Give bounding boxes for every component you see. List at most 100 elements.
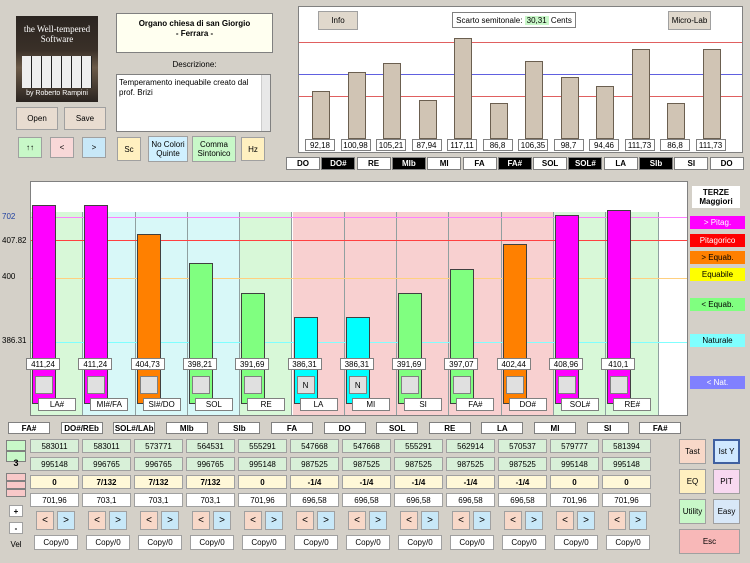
table-cell-row3[interactable]: -1/4: [290, 475, 339, 489]
increment-button[interactable]: >: [317, 511, 335, 530]
scrollbar[interactable]: [261, 75, 270, 131]
table-cell-row3[interactable]: -1/4: [342, 475, 391, 489]
increment-button[interactable]: >: [525, 511, 543, 530]
minus-button[interactable]: -: [9, 522, 23, 534]
note-7[interactable]: SOL: [533, 157, 568, 170]
micro-lab-button[interactable]: Micro-Lab: [668, 11, 711, 30]
table-cell-row3[interactable]: 0: [550, 475, 599, 489]
thirds-check[interactable]: [35, 376, 53, 394]
eq-button[interactable]: EQ: [679, 469, 706, 494]
decrement-button[interactable]: <: [244, 511, 262, 530]
copy-button[interactable]: Copy/0: [554, 535, 598, 550]
copy-button[interactable]: Copy/0: [450, 535, 494, 550]
increment-button[interactable]: >: [629, 511, 647, 530]
increment-button[interactable]: >: [577, 511, 595, 530]
note-0[interactable]: DO: [286, 157, 320, 170]
bottom-note[interactable]: FA: [271, 422, 313, 434]
table-cell-row3[interactable]: -1/4: [498, 475, 547, 489]
thirds-check[interactable]: [453, 376, 472, 394]
table-cell-row3[interactable]: 0: [238, 475, 287, 489]
table-cell-row3[interactable]: -1/4: [394, 475, 443, 489]
sc-button[interactable]: Sc: [117, 137, 141, 161]
note-9[interactable]: LA: [603, 157, 638, 170]
decrement-button[interactable]: <: [140, 511, 158, 530]
bottom-note[interactable]: DO#/REb: [60, 422, 103, 434]
decrement-button[interactable]: <: [296, 511, 314, 530]
copy-button[interactable]: Copy/0: [138, 535, 182, 550]
note-5[interactable]: FA: [462, 157, 497, 170]
plus-button[interactable]: +: [9, 505, 23, 517]
hz-button[interactable]: Hz: [241, 137, 265, 161]
info-button[interactable]: Info: [318, 11, 358, 30]
table-cell-row3[interactable]: 7/132: [134, 475, 183, 489]
decrement-button[interactable]: <: [36, 511, 54, 530]
ist-y-button[interactable]: Ist Y: [713, 439, 740, 464]
decrement-button[interactable]: <: [348, 511, 366, 530]
bottom-note[interactable]: SIb: [218, 422, 261, 434]
bottom-note[interactable]: FA#: [8, 422, 50, 434]
table-cell-row3[interactable]: 0: [30, 475, 79, 489]
copy-button[interactable]: Copy/0: [242, 535, 286, 550]
note-8[interactable]: SOL#: [568, 157, 603, 170]
save-button[interactable]: Save: [64, 107, 106, 130]
note-6[interactable]: FA#: [497, 157, 532, 170]
no-colori-quinte-button[interactable]: No Colori Quinte: [148, 136, 188, 162]
bottom-note[interactable]: FA#: [639, 422, 682, 434]
bottom-note[interactable]: SOL#/LAb: [113, 422, 156, 434]
decrement-button[interactable]: <: [504, 511, 522, 530]
increment-button[interactable]: >: [109, 511, 127, 530]
prev-button[interactable]: <: [50, 137, 74, 158]
increment-button[interactable]: >: [265, 511, 283, 530]
bottom-note[interactable]: MI: [534, 422, 576, 434]
play-button[interactable]: ↑↑: [18, 137, 42, 158]
thirds-check[interactable]: [401, 376, 420, 394]
decrement-button[interactable]: <: [608, 511, 626, 530]
table-cell-row3[interactable]: 0: [602, 475, 651, 489]
note-4[interactable]: MI: [427, 157, 462, 170]
thirds-check[interactable]: [505, 376, 524, 394]
thirds-check[interactable]: [244, 376, 263, 394]
thirds-check[interactable]: N: [296, 376, 315, 394]
comma-sintonico-button[interactable]: Comma Sintonico: [192, 136, 236, 162]
increment-button[interactable]: >: [213, 511, 231, 530]
thirds-check[interactable]: [558, 376, 576, 394]
bottom-note[interactable]: RE: [428, 422, 471, 434]
decrement-button[interactable]: <: [556, 511, 574, 530]
open-button[interactable]: Open: [16, 107, 58, 130]
increment-button[interactable]: >: [473, 511, 491, 530]
decrement-button[interactable]: <: [192, 511, 210, 530]
note-11[interactable]: SI: [674, 157, 709, 170]
next-button[interactable]: >: [82, 137, 106, 158]
decrement-button[interactable]: <: [88, 511, 106, 530]
copy-button[interactable]: Copy/0: [34, 535, 78, 550]
decrement-button[interactable]: <: [452, 511, 470, 530]
copy-button[interactable]: Copy/0: [346, 535, 390, 550]
thirds-check[interactable]: [191, 376, 210, 394]
increment-button[interactable]: >: [161, 511, 179, 530]
note-12[interactable]: DO: [709, 157, 744, 170]
copy-button[interactable]: Copy/0: [606, 535, 650, 550]
pit-button[interactable]: PIT: [713, 469, 740, 494]
increment-button[interactable]: >: [421, 511, 439, 530]
table-cell-row3[interactable]: 7/132: [186, 475, 235, 489]
bottom-note[interactable]: LA: [481, 422, 524, 434]
decrement-button[interactable]: <: [400, 511, 418, 530]
table-cell-row3[interactable]: -1/4: [446, 475, 495, 489]
note-3[interactable]: MIb: [391, 157, 426, 170]
copy-button[interactable]: Copy/0: [398, 535, 442, 550]
easy-button[interactable]: Easy: [713, 499, 740, 524]
copy-button[interactable]: Copy/0: [502, 535, 546, 550]
table-cell-row3[interactable]: 7/132: [82, 475, 131, 489]
esc-button[interactable]: Esc: [679, 529, 740, 554]
description-text[interactable]: Temperamento inequabile creato dal prof.…: [116, 74, 271, 132]
utility-button[interactable]: Utility: [679, 499, 706, 524]
bottom-note[interactable]: SI: [586, 422, 629, 434]
copy-button[interactable]: Copy/0: [190, 535, 234, 550]
note-2[interactable]: RE: [356, 157, 391, 170]
bottom-note[interactable]: MIb: [165, 422, 208, 434]
bottom-note[interactable]: DO: [323, 422, 366, 434]
copy-button[interactable]: Copy/0: [86, 535, 130, 550]
bottom-note[interactable]: SOL: [376, 422, 419, 434]
thirds-check[interactable]: N: [348, 376, 367, 394]
note-10[interactable]: SIb: [639, 157, 673, 170]
